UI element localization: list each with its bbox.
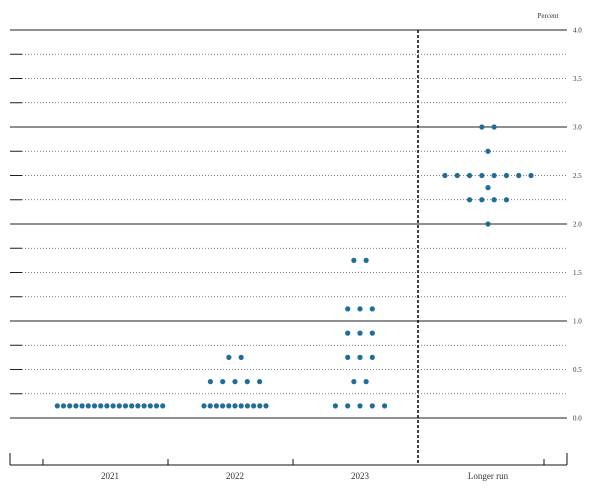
dot: [226, 354, 232, 360]
dot: [263, 403, 269, 409]
y-tick-label: 0.0: [573, 415, 582, 423]
dot: [363, 257, 369, 263]
dot: [357, 354, 363, 360]
category-label: 2022: [226, 471, 244, 481]
y-tick-label: 4.0: [573, 27, 582, 35]
dot: [160, 403, 166, 409]
dot: [60, 403, 67, 409]
dot: [345, 306, 351, 312]
dot: [369, 403, 375, 409]
dot: [98, 403, 104, 409]
dot: [491, 197, 497, 203]
dot: [485, 185, 491, 191]
y-tick-label: 2.0: [573, 221, 582, 229]
dot: [220, 379, 226, 385]
y-tick-label: 2.5: [573, 172, 582, 180]
dot: [104, 403, 110, 409]
dot: [357, 403, 363, 409]
dot: [54, 403, 60, 409]
dot: [257, 379, 263, 385]
dot: [232, 403, 238, 409]
dot: [244, 403, 250, 409]
dot: [201, 403, 207, 409]
dot: [442, 172, 448, 179]
dot: [147, 403, 153, 409]
dot: [491, 172, 497, 179]
dot: [244, 379, 250, 385]
dot: [503, 172, 510, 179]
dot: [345, 330, 351, 336]
dot: [363, 379, 369, 385]
dot: [382, 403, 388, 409]
dot: [226, 403, 232, 409]
dot: [238, 354, 244, 360]
dot: [73, 403, 79, 409]
y-tick-label: 1.5: [573, 269, 582, 277]
dot: [466, 172, 473, 179]
gridlines: [10, 29, 567, 419]
dot: [369, 354, 375, 360]
dot: [528, 172, 534, 179]
dot: [351, 257, 357, 263]
dot: [516, 172, 522, 179]
dots: [54, 124, 534, 409]
dot: [207, 403, 213, 409]
dot: [122, 403, 129, 409]
dot: [85, 403, 91, 409]
dot: [485, 221, 491, 227]
dot: [491, 124, 497, 130]
y-tick-label: 3.0: [573, 124, 582, 132]
dot: [67, 403, 73, 409]
dot: [232, 379, 238, 385]
unit-label: Percent: [538, 12, 559, 20]
dot: [345, 403, 351, 409]
dot: [466, 197, 473, 203]
dot: [79, 403, 85, 409]
dot: [220, 403, 226, 409]
dot: [135, 403, 141, 409]
y-tick-label: 1.0: [573, 318, 582, 326]
dot: [479, 124, 485, 130]
dot: [479, 197, 485, 203]
dot: [213, 403, 219, 409]
dot: [345, 354, 351, 360]
category-label: Longer run: [468, 471, 509, 481]
dot: [479, 172, 485, 179]
dot: [207, 379, 213, 385]
dot: [503, 197, 510, 203]
dot: [141, 403, 147, 409]
dot: [129, 403, 135, 409]
dot: [251, 403, 257, 409]
dot: [357, 306, 363, 312]
axes: [9, 29, 568, 466]
category-label: 2021: [101, 471, 119, 481]
dot: [357, 330, 363, 336]
dot: [116, 403, 122, 409]
dot: [369, 306, 375, 312]
dot: [332, 403, 338, 409]
dot: [153, 403, 160, 409]
dot: [485, 148, 491, 154]
dot: [238, 403, 244, 409]
y-tick-label: 3.5: [573, 75, 582, 83]
dot: [91, 403, 98, 409]
dot: [369, 330, 375, 336]
y-tick-label: 0.5: [573, 366, 582, 374]
dot: [351, 379, 357, 385]
dot: [454, 172, 460, 179]
dot: [257, 403, 263, 409]
labels: 0.0 0.5 1.0 1.5 2.0 2.5 3.0 3.5 4.0 2021 2022 2023 L…: [101, 27, 582, 482]
dot: [110, 403, 116, 409]
category-label: 2023: [351, 471, 370, 481]
